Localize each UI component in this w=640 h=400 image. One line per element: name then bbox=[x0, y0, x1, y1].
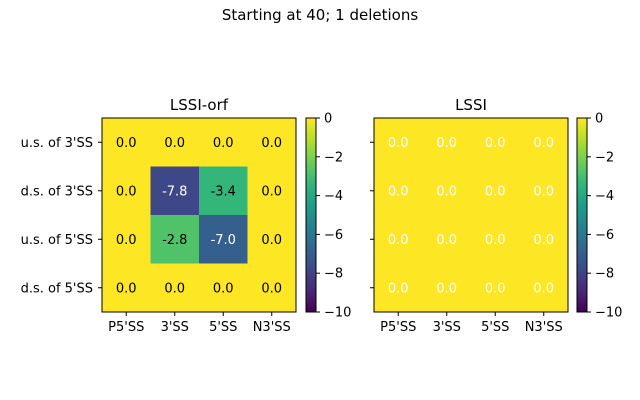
panel-title: LSSI bbox=[455, 96, 487, 114]
heatmap-cell bbox=[199, 215, 248, 264]
cell-label: 0.0 bbox=[164, 281, 185, 296]
x-tick-label: P5'SS bbox=[108, 320, 144, 335]
cell-label: 0.0 bbox=[261, 184, 282, 199]
cell-label: -7.8 bbox=[162, 184, 187, 199]
heatmap-cell bbox=[471, 118, 520, 167]
heatmap-cell bbox=[247, 166, 297, 216]
heatmap-cell bbox=[422, 215, 472, 264]
plot-frame bbox=[101, 117, 297, 313]
plot-frame bbox=[373, 117, 569, 313]
cell-label: 0.0 bbox=[388, 233, 409, 248]
heatmap-panel-1: LSSI-orf 0.0 0.0 0.0 0.0 0.0 -7.8 -3.4 0.0 0.0 -2.… bbox=[21, 96, 352, 335]
y-tick-label: u.s. of 3'SS bbox=[21, 136, 93, 151]
colorbar-tick-label: −6 bbox=[324, 228, 343, 243]
x-tick-label: P5'SS bbox=[380, 320, 416, 335]
heatmap-cell bbox=[150, 166, 200, 216]
heatmap-cell bbox=[199, 118, 248, 167]
heatmap-cell bbox=[519, 118, 569, 167]
colorbar-tick-label: 0 bbox=[324, 112, 332, 127]
y-tick-label: u.s. of 5'SS bbox=[21, 233, 93, 248]
heatmap-cell bbox=[374, 263, 423, 313]
cell-label: 0.0 bbox=[116, 281, 137, 296]
x-tick-label: N3'SS bbox=[525, 320, 563, 335]
colorbar-tick-label: −6 bbox=[595, 228, 614, 243]
cell-label: 0.0 bbox=[388, 184, 409, 199]
x-tick-label: 3'SS bbox=[433, 320, 461, 335]
x-tick-label: 5'SS bbox=[209, 320, 237, 335]
cell-label: 0.0 bbox=[116, 233, 137, 248]
heatmap-cell bbox=[199, 263, 248, 313]
heatmap-cell bbox=[199, 166, 248, 216]
heatmap-cell bbox=[374, 166, 423, 216]
colorbar-tick-label: −10 bbox=[595, 306, 622, 321]
heatmap-cell bbox=[422, 263, 472, 313]
cell-label: 0.0 bbox=[388, 281, 409, 296]
heatmap-cell bbox=[519, 263, 569, 313]
colorbar-tick-label: −4 bbox=[595, 189, 614, 204]
heatmap-cell bbox=[422, 166, 472, 216]
y-tick-label: d.s. of 3'SS bbox=[21, 184, 93, 199]
panel-title: LSSI-orf bbox=[170, 96, 229, 114]
cell-label: 0.0 bbox=[261, 136, 282, 151]
cell-label: 0.0 bbox=[533, 281, 554, 296]
colorbar-tick-label: −8 bbox=[595, 267, 614, 282]
cell-label: 0.0 bbox=[485, 184, 506, 199]
heatmap-cell bbox=[102, 166, 151, 216]
cell-label: 0.0 bbox=[116, 136, 137, 151]
heatmap-cell bbox=[519, 215, 569, 264]
colorbar-tick-label: −10 bbox=[324, 306, 351, 321]
heatmap-cell bbox=[471, 215, 520, 264]
heatmap-cell bbox=[150, 215, 200, 264]
cell-label: 0.0 bbox=[485, 281, 506, 296]
cell-label: 0.0 bbox=[388, 136, 409, 151]
cell-label: 0.0 bbox=[533, 184, 554, 199]
cell-label: 0.0 bbox=[436, 233, 457, 248]
heatmap-cell bbox=[150, 263, 200, 313]
heatmap-panel-2: LSSI 0.0 0.0 0.0 0.0 0.0 0.0 0.0 0.0 0.0 0.0 0.0 0.0… bbox=[370, 96, 622, 335]
cell-label: 0.0 bbox=[485, 233, 506, 248]
cell-label: 0.0 bbox=[533, 233, 554, 248]
cell-label: 0.0 bbox=[485, 136, 506, 151]
cell-label: 0.0 bbox=[213, 281, 234, 296]
cell-label: -3.4 bbox=[211, 184, 236, 199]
heatmap-cell bbox=[422, 118, 472, 167]
colorbar bbox=[576, 117, 588, 313]
cell-label: 0.0 bbox=[436, 184, 457, 199]
colorbar-tick-label: −2 bbox=[595, 150, 614, 165]
colorbar-tick-label: −4 bbox=[324, 189, 343, 204]
y-tick-label: d.s. of 5'SS bbox=[21, 281, 93, 296]
cell-label: 0.0 bbox=[261, 233, 282, 248]
cell-label: 0.0 bbox=[533, 136, 554, 151]
heatmap-cell bbox=[519, 166, 569, 216]
heatmap-cell bbox=[102, 263, 151, 313]
cell-label: 0.0 bbox=[213, 136, 234, 151]
heatmap-cell bbox=[247, 263, 297, 313]
heatmap-cell bbox=[102, 118, 151, 167]
colorbar-tick-label: 0 bbox=[595, 112, 603, 127]
heatmap-cell bbox=[102, 215, 151, 264]
x-tick-label: 5'SS bbox=[481, 320, 509, 335]
heatmap-cell bbox=[247, 118, 297, 167]
figure-title: Starting at 40; 1 deletions bbox=[222, 6, 419, 24]
cell-label: 0.0 bbox=[436, 281, 457, 296]
cell-label: 0.0 bbox=[164, 136, 185, 151]
heatmap-cell bbox=[374, 118, 423, 167]
heatmap-cell bbox=[247, 215, 297, 264]
colorbar-tick-label: −2 bbox=[324, 150, 343, 165]
colorbar-tick-label: −8 bbox=[324, 267, 343, 282]
heatmap-cell bbox=[471, 263, 520, 313]
cell-label: 0.0 bbox=[436, 136, 457, 151]
heatmap-cell bbox=[150, 118, 200, 167]
heatmap-cell bbox=[374, 215, 423, 264]
cell-label: -7.0 bbox=[211, 233, 236, 248]
x-tick-label: 3'SS bbox=[161, 320, 189, 335]
cell-label: 0.0 bbox=[261, 281, 282, 296]
cell-label: 0.0 bbox=[116, 184, 137, 199]
colorbar bbox=[305, 117, 317, 313]
x-tick-label: N3'SS bbox=[253, 320, 291, 335]
heatmap-cell bbox=[471, 166, 520, 216]
cell-label: -2.8 bbox=[162, 233, 187, 248]
